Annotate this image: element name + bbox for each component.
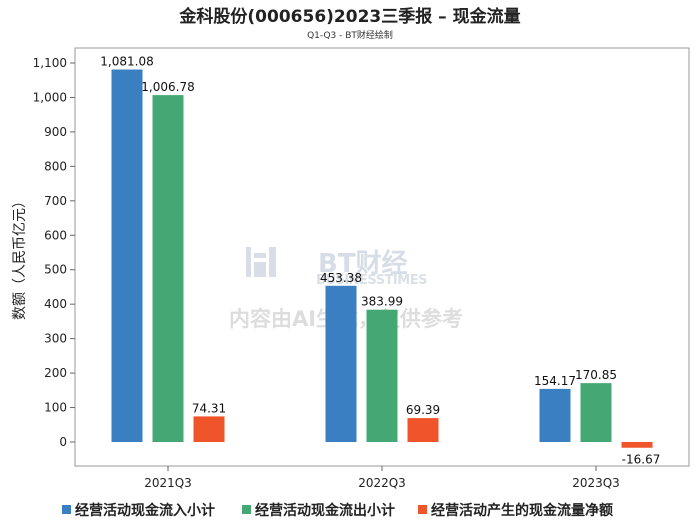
bar — [193, 416, 225, 442]
bar — [580, 383, 612, 442]
bar — [152, 95, 184, 442]
y-axis: 0 100 200 300 400 500 600 700 800 900 1,000 1,100 — [33, 56, 75, 449]
y-tick-label: 200 — [44, 366, 67, 380]
bar — [621, 442, 653, 448]
data-label: 383.99 — [361, 295, 403, 309]
y-axis-label: 数额（人民币亿元） — [12, 194, 28, 320]
data-label: 74.31 — [192, 401, 226, 415]
data-label: 1,081.08 — [100, 55, 153, 69]
chart-subtitle: Q1-Q3 - BT财经绘制 — [307, 29, 393, 41]
data-label: 453.38 — [320, 271, 362, 285]
data-label: -16.67 — [622, 453, 661, 467]
y-tick-label: 100 — [44, 401, 67, 415]
data-labels: 1,081.08 453.38 154.17 1,006.78 383.99 170.85… — [100, 55, 660, 467]
y-tick-label: 400 — [44, 297, 67, 311]
bar — [539, 388, 571, 442]
y-tick-label: 700 — [44, 194, 67, 208]
bar — [111, 69, 143, 442]
x-tick-label: 2023Q3 — [572, 476, 620, 490]
y-tick-label: 600 — [44, 228, 67, 242]
bar — [325, 285, 357, 442]
x-tick-label: 2021Q3 — [144, 476, 192, 490]
x-tick-label: 2022Q3 — [358, 476, 406, 490]
data-label: 69.39 — [406, 403, 440, 417]
bar-series — [111, 69, 653, 448]
data-label: 154.17 — [534, 374, 576, 388]
y-tick-label: 500 — [44, 263, 67, 277]
bt-logo-icon — [246, 247, 276, 277]
y-tick-label: 300 — [44, 332, 67, 346]
chart-title: 金科股份(000656)2023三季报 – 现金流量 — [178, 6, 520, 27]
y-tick-label: 1,000 — [33, 90, 67, 104]
legend-swatch — [242, 505, 251, 514]
legend: 经营活动现金流入小计 经营活动现金流出小计 经营活动产生的现金流量净额 — [62, 502, 613, 519]
legend-label: 经营活动现金流入小计 — [75, 502, 215, 519]
y-tick-label: 800 — [44, 159, 67, 173]
legend-swatch — [418, 505, 427, 514]
bar — [407, 418, 439, 442]
legend-label: 经营活动产生的现金流量净额 — [431, 502, 613, 519]
x-axis: 2021Q3 2022Q3 2023Q3 — [144, 466, 620, 490]
watermark-logo-text: BT财经 — [318, 248, 408, 279]
watermark-logo-sub: BUSINESSTIMES — [316, 273, 427, 288]
y-tick-label: 1,100 — [33, 56, 67, 70]
legend-swatch — [62, 505, 71, 514]
y-tick-label: 0 — [59, 435, 67, 449]
data-label: 170.85 — [575, 368, 617, 382]
legend-label: 经营活动现金流出小计 — [255, 502, 395, 519]
y-tick-label: 900 — [44, 125, 67, 139]
data-label: 1,006.78 — [141, 80, 194, 94]
bar — [366, 309, 398, 442]
